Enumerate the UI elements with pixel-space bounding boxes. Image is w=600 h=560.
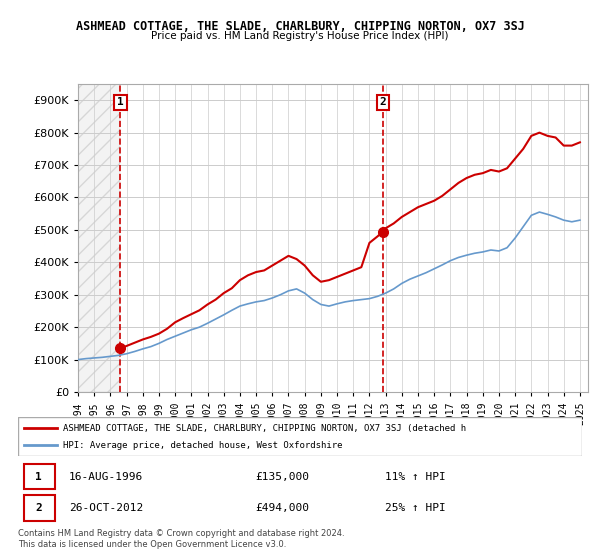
FancyBboxPatch shape	[23, 496, 55, 521]
Text: 25% ↑ HPI: 25% ↑ HPI	[385, 503, 445, 514]
Text: 2: 2	[35, 503, 42, 514]
Text: 11% ↑ HPI: 11% ↑ HPI	[385, 472, 445, 482]
Text: ASHMEAD COTTAGE, THE SLADE, CHARLBURY, CHIPPING NORTON, OX7 3SJ (detached h: ASHMEAD COTTAGE, THE SLADE, CHARLBURY, C…	[63, 424, 466, 433]
Bar	[78, 84, 121, 392]
Text: £494,000: £494,000	[255, 503, 309, 514]
Text: 2: 2	[379, 97, 386, 108]
Text: 26-OCT-2012: 26-OCT-2012	[69, 503, 143, 514]
Text: 1: 1	[117, 97, 124, 108]
FancyBboxPatch shape	[18, 417, 582, 456]
Text: Price paid vs. HM Land Registry's House Price Index (HPI): Price paid vs. HM Land Registry's House …	[151, 31, 449, 41]
Text: 16-AUG-1996: 16-AUG-1996	[69, 472, 143, 482]
Text: £135,000: £135,000	[255, 472, 309, 482]
FancyBboxPatch shape	[23, 464, 55, 489]
Text: Contains HM Land Registry data © Crown copyright and database right 2024.
This d: Contains HM Land Registry data © Crown c…	[18, 529, 344, 549]
Text: ASHMEAD COTTAGE, THE SLADE, CHARLBURY, CHIPPING NORTON, OX7 3SJ: ASHMEAD COTTAGE, THE SLADE, CHARLBURY, C…	[76, 20, 524, 32]
Text: HPI: Average price, detached house, West Oxfordshire: HPI: Average price, detached house, West…	[63, 441, 343, 450]
Text: 1: 1	[35, 472, 42, 482]
